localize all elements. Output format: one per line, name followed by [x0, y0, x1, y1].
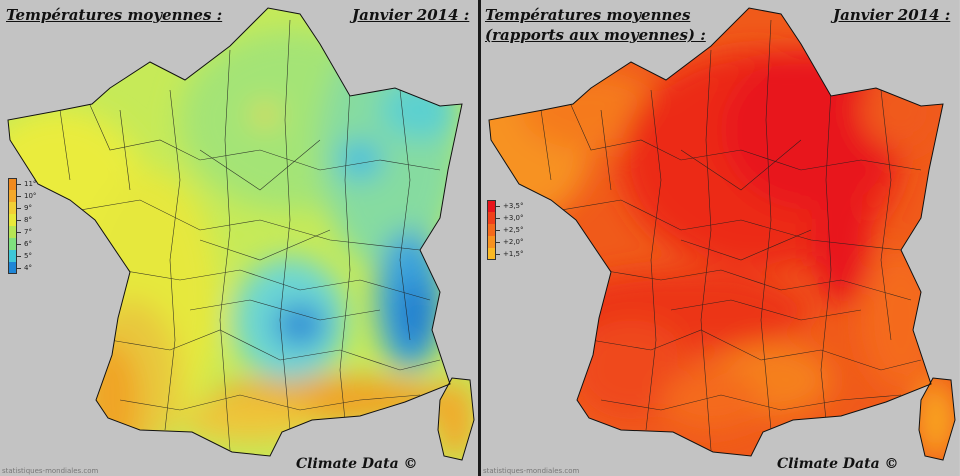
legend-label: +3,5°	[503, 202, 524, 210]
legend-tick	[496, 241, 500, 243]
legend-label: +2,5°	[503, 226, 524, 234]
legend-swatch	[8, 226, 17, 238]
legend-entry: 7°	[8, 226, 36, 238]
legend-entry: 6°	[8, 238, 36, 250]
legend-swatch	[487, 212, 496, 224]
map-title: Températures moyennes :	[6, 6, 223, 24]
legend-swatch	[487, 200, 496, 212]
legend-swatch	[8, 178, 17, 190]
watermark-text: statistiques-mondiales.com	[2, 467, 99, 475]
legend-tick	[496, 229, 500, 231]
map-title-line1: Températures moyennes	[485, 6, 691, 24]
legend-tick	[17, 207, 21, 209]
map-date: Janvier 2014 :	[833, 6, 951, 24]
panel-divider	[478, 0, 481, 476]
temperature-anomaly-map	[488, 7, 956, 461]
legend-swatch	[8, 202, 17, 214]
legend-swatch	[487, 248, 496, 260]
legend-label: 11°	[24, 180, 37, 188]
legend-swatch	[487, 236, 496, 248]
temperature-anomaly-panel: Températures moyennes (rapports aux moye…	[481, 0, 959, 476]
legend-label: 4°	[24, 264, 32, 272]
legend-tick	[17, 231, 21, 233]
absolute-temperature-panel: Températures moyennes : Janvier 2014 : 1…	[0, 0, 478, 476]
legend-tick	[17, 195, 21, 197]
legend-entry: +3,0°	[487, 212, 524, 224]
credit-text: Climate Data ©	[296, 456, 418, 472]
legend-entry: 11°	[8, 178, 36, 190]
legend-swatch	[8, 262, 17, 274]
legend-entry: 10°	[8, 190, 36, 202]
absolute-temperature-map	[7, 7, 475, 461]
watermark-text: statistiques-mondiales.com	[483, 467, 580, 475]
legend-label: +3,0°	[503, 214, 524, 222]
legend-label: 9°	[24, 204, 32, 212]
legend-entry: +2,5°	[487, 224, 524, 236]
legend-label: 10°	[24, 192, 37, 200]
temperature-legend: 11° 10° 9° 8° 7° 6° 5° 4°	[8, 178, 36, 274]
legend-entry: +2,0°	[487, 236, 524, 248]
legend-tick	[17, 267, 21, 269]
legend-swatch	[8, 250, 17, 262]
legend-swatch	[8, 238, 17, 250]
legend-label: +1,5°	[503, 250, 524, 258]
anomaly-legend: +3,5° +3,0° +2,5° +2,0° +1,5°	[487, 200, 524, 260]
legend-tick	[496, 205, 500, 207]
legend-entry: 9°	[8, 202, 36, 214]
legend-tick	[17, 183, 21, 185]
legend-tick	[496, 217, 500, 219]
map-title-line2: (rapports aux moyennes) :	[485, 26, 706, 44]
legend-tick	[17, 255, 21, 257]
legend-tick	[17, 243, 21, 245]
legend-entry: 4°	[8, 262, 36, 274]
legend-label: +2,0°	[503, 238, 524, 246]
legend-swatch	[487, 224, 496, 236]
legend-entry: 8°	[8, 214, 36, 226]
legend-label: 8°	[24, 216, 32, 224]
legend-entry: 5°	[8, 250, 36, 262]
legend-label: 7°	[24, 228, 32, 236]
legend-label: 5°	[24, 252, 32, 260]
legend-tick	[17, 219, 21, 221]
legend-label: 6°	[24, 240, 32, 248]
map-date: Janvier 2014 :	[352, 6, 470, 24]
legend-swatch	[8, 214, 17, 226]
legend-entry: +1,5°	[487, 248, 524, 260]
credit-text: Climate Data ©	[777, 456, 899, 472]
legend-swatch	[8, 190, 17, 202]
legend-entry: +3,5°	[487, 200, 524, 212]
legend-tick	[496, 253, 500, 255]
